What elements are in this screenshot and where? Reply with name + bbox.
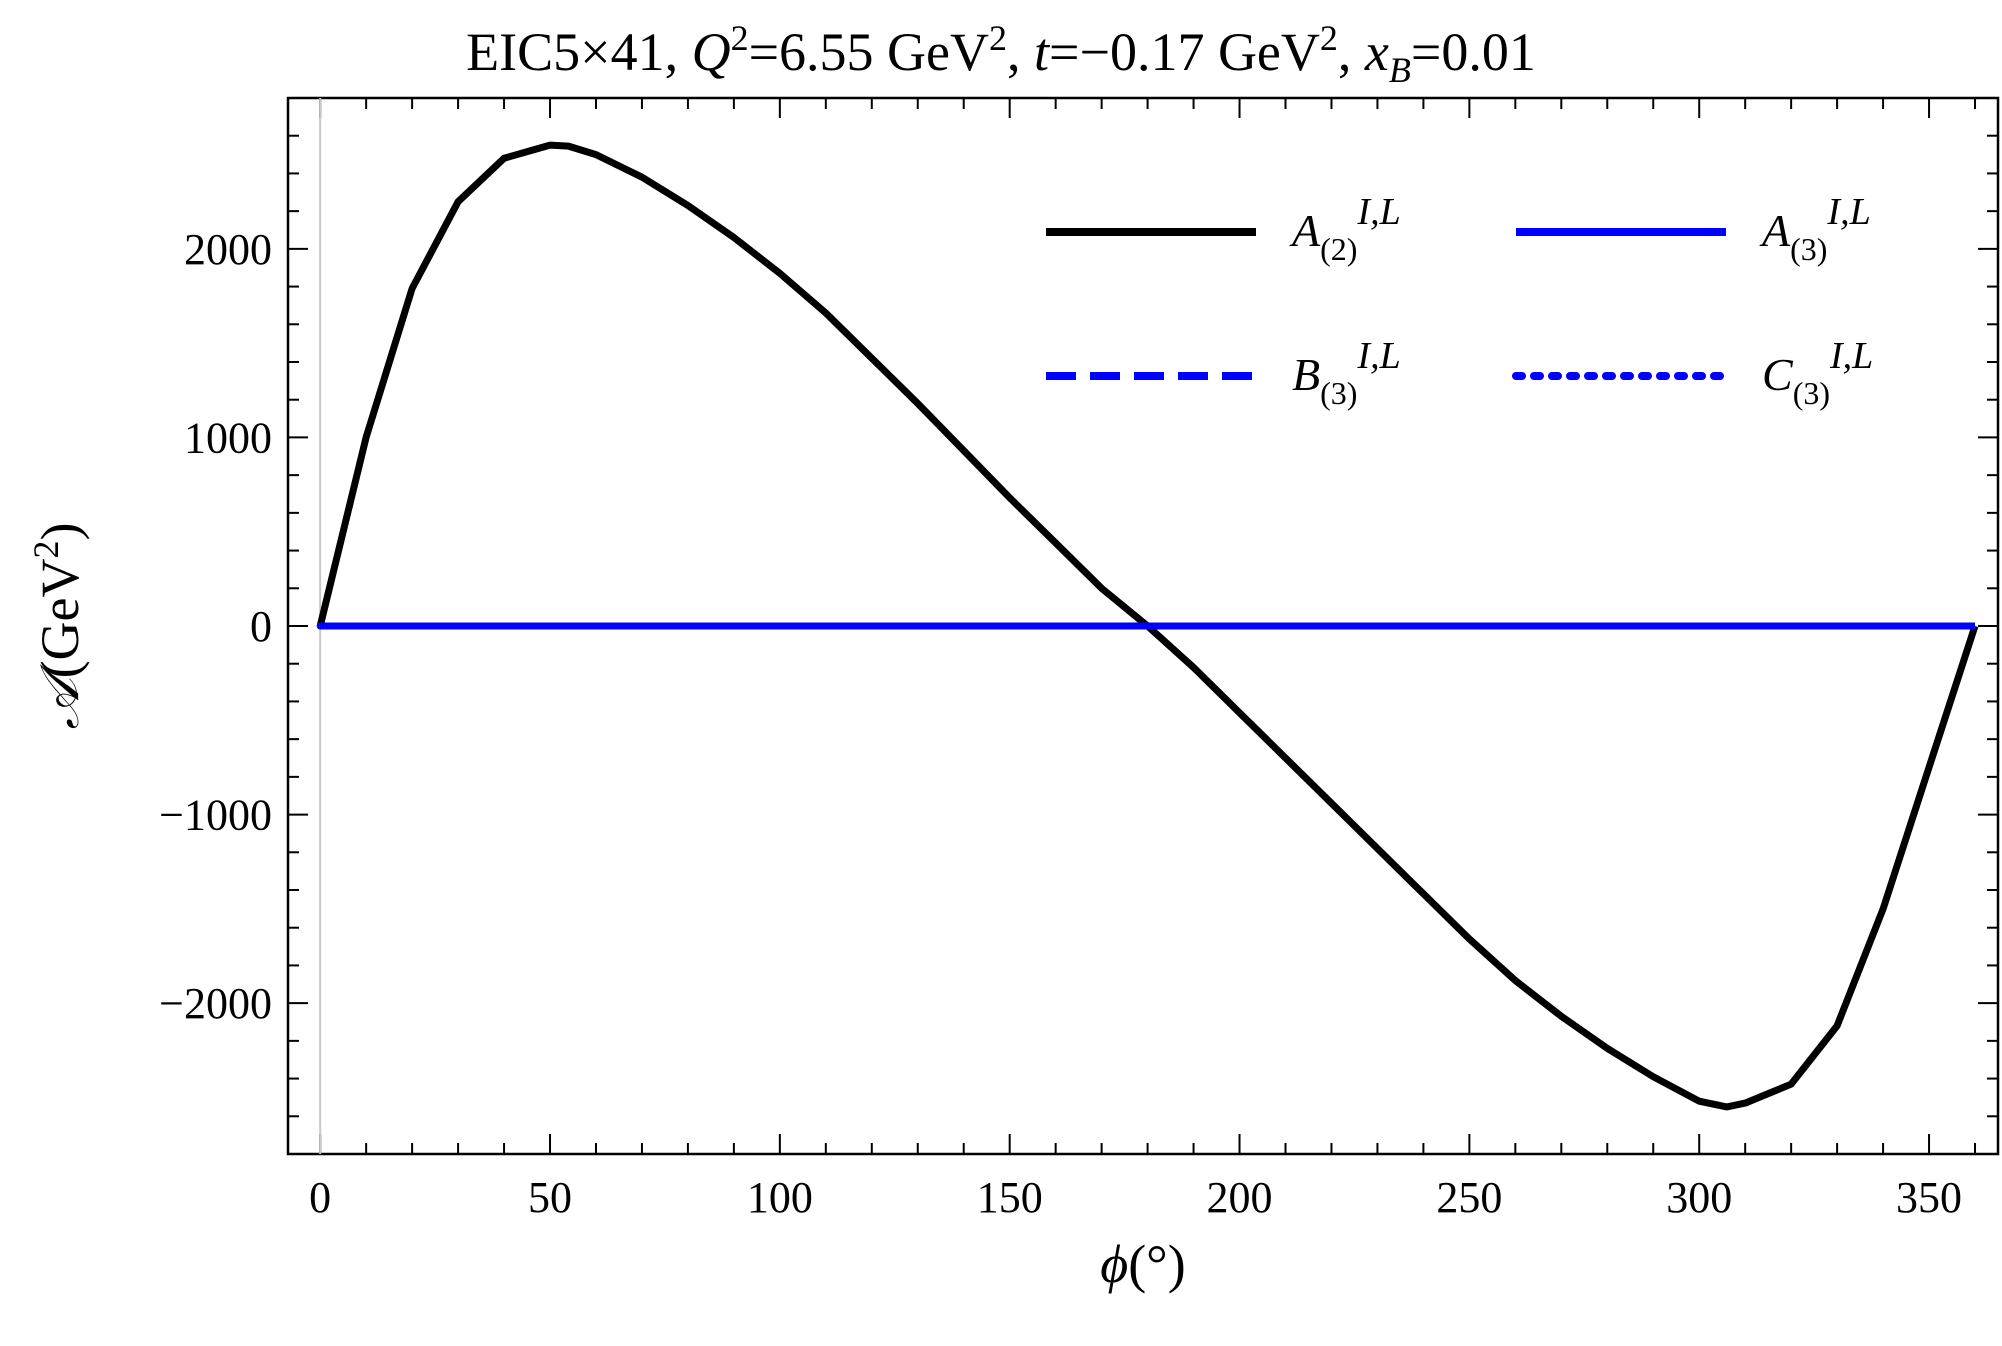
y-tick-label: 1000 (184, 413, 272, 462)
legend-item-a2: A(2)I,L (1046, 191, 1401, 267)
y-tick-label: 0 (250, 602, 272, 651)
legend-item-c3: C(3)I,L (1512, 335, 1873, 411)
chart-title: EIC5×41, Q2=6.55 GeV2, t=−0.17 GeV2, xB=… (466, 18, 1536, 90)
x-tick-label: 0 (309, 1173, 331, 1222)
legend-item-b3: B(3)I,L (1046, 335, 1401, 411)
tick-marks (288, 97, 1998, 1155)
x-tick-label: 150 (977, 1173, 1043, 1222)
y-tick-label: 2000 (184, 225, 272, 274)
x-tick-labels: 0 50 100 150 200 250 300 350 (309, 1173, 1962, 1222)
x-tick-label: 300 (1666, 1173, 1732, 1222)
y-axis-label: 𝒜(GeV2) (26, 522, 90, 729)
legend-label: B(3)I,L (1292, 335, 1401, 411)
x-tick-label: 350 (1896, 1173, 1962, 1222)
legend-label: C(3)I,L (1762, 335, 1873, 411)
y-tick-labels: 2000 1000 0 −1000 −2000 (159, 225, 272, 1028)
x-tick-label: 100 (747, 1173, 813, 1222)
x-tick-label: 200 (1207, 1173, 1273, 1222)
legend-item-a3: A(3)I,L (1516, 191, 1871, 267)
legend-label: A(3)I,L (1759, 191, 1871, 267)
x-tick-label: 250 (1436, 1173, 1502, 1222)
x-tick-label: 50 (528, 1173, 572, 1222)
y-tick-label: −2000 (159, 979, 272, 1028)
x-axis-label: ϕ(°) (1100, 1234, 1186, 1294)
legend: A(2)I,L A(3)I,L B(3)I,L C(3)I,L (1046, 191, 1873, 411)
series-layer (316, 141, 1979, 1111)
y-tick-label: −1000 (159, 791, 272, 840)
legend-label: A(2)I,L (1289, 191, 1401, 267)
